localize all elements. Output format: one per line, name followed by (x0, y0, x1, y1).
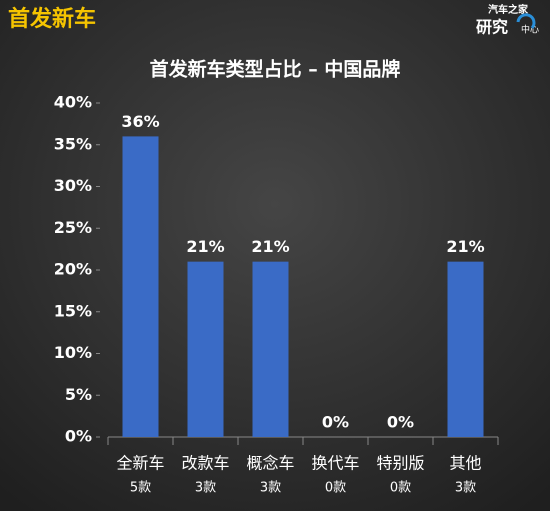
y-tick-label: 5% (65, 385, 92, 404)
x-tick-label: 换代车 (311, 454, 359, 473)
x-sublabel: 0款 (325, 481, 346, 496)
bar (187, 261, 224, 437)
x-sublabel: 3款 (260, 481, 281, 496)
y-tick-label: 20% (54, 260, 92, 279)
value-label: 0% (322, 413, 349, 432)
y-tick-label: 40% (54, 93, 92, 112)
x-tick-label: 其他 (449, 454, 481, 473)
x-tick-label: 概念车 (246, 454, 294, 473)
logo-swoosh (516, 13, 536, 29)
value-label: 0% (387, 413, 414, 432)
value-label: 36% (121, 112, 159, 131)
x-sublabel: 5款 (130, 481, 151, 496)
x-tick-label: 全新车 (116, 454, 164, 473)
logo-line2b: 中心 (521, 24, 539, 36)
value-label: 21% (186, 237, 224, 256)
y-tick-label: 0% (65, 427, 92, 446)
x-tick-label: 改款车 (181, 454, 229, 473)
x-sublabel: 0款 (390, 481, 411, 496)
x-sublabel: 3款 (195, 481, 216, 496)
value-label: 21% (446, 237, 484, 256)
bar (122, 136, 159, 437)
y-tick-label: 35% (54, 134, 92, 153)
chart-title: 首发新车类型占比 – 中国品牌 (150, 58, 401, 81)
x-tick-label: 特别版 (376, 454, 424, 473)
y-tick-label: 15% (54, 301, 92, 320)
value-label: 21% (251, 237, 289, 256)
logo-line1: 汽车之家 (488, 3, 529, 16)
y-tick-label: 10% (54, 343, 92, 362)
x-sublabel: 3款 (455, 481, 476, 496)
y-tick-label: 30% (54, 176, 92, 195)
bar (252, 261, 289, 437)
header-title: 首发新车 (8, 6, 96, 32)
logo-line2a: 研究 (476, 18, 508, 37)
bar (447, 261, 484, 437)
y-tick-label: 25% (54, 218, 92, 237)
